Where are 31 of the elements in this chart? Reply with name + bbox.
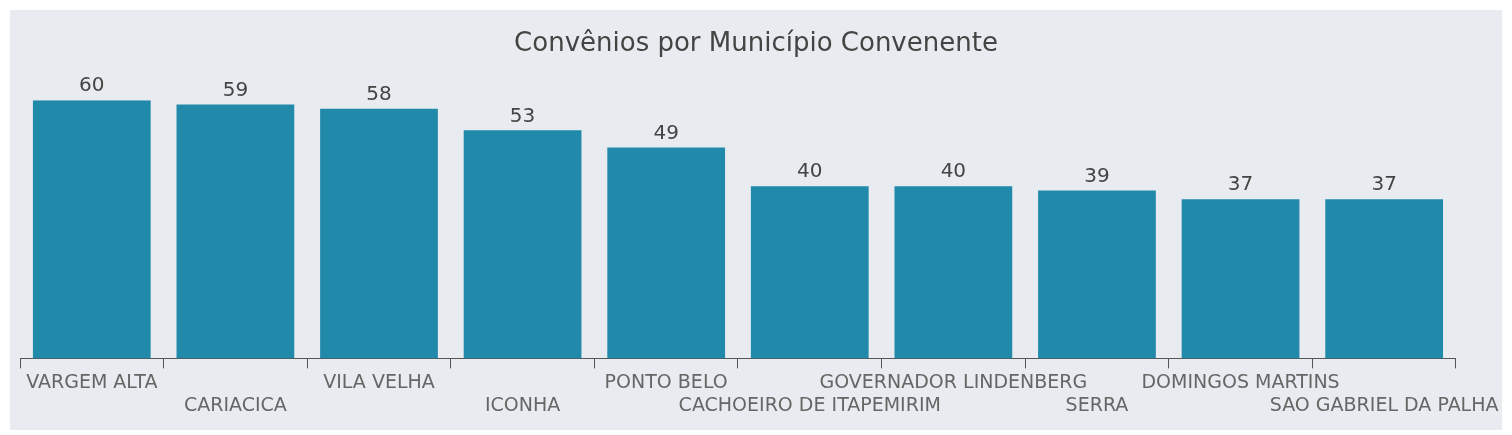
data-label: 37 bbox=[1227, 171, 1254, 196]
x-tick-label: SERRA bbox=[1065, 392, 1129, 415]
x-tick-label: PONTO BELO bbox=[604, 369, 728, 392]
x-tick-label: CARIACICA bbox=[183, 392, 287, 415]
x-tick-label: SAO GABRIEL DA PALHA bbox=[1269, 392, 1499, 415]
bar bbox=[1325, 199, 1444, 359]
bar bbox=[607, 147, 726, 359]
data-label: 39 bbox=[1084, 162, 1110, 187]
data-label: 37 bbox=[1371, 171, 1397, 196]
x-tick-label: GOVERNADOR LINDENBERG bbox=[819, 369, 1088, 392]
bar bbox=[320, 108, 438, 359]
bar bbox=[1038, 190, 1156, 359]
x-tick-label: DOMINGOS MARTINS bbox=[1141, 369, 1340, 392]
data-label: 58 bbox=[366, 81, 392, 106]
bar bbox=[894, 186, 1013, 359]
data-label: 60 bbox=[79, 72, 105, 97]
bar bbox=[750, 186, 869, 359]
data-label: 40 bbox=[940, 158, 967, 183]
x-tick-label: ICONHA bbox=[484, 392, 561, 415]
data-label: 53 bbox=[509, 102, 536, 127]
x-tick-label: VILA VELHA bbox=[323, 369, 435, 392]
data-label: 59 bbox=[222, 76, 249, 101]
x-tick-label: CACHOEIRO DE ITAPEMIRIM bbox=[678, 392, 941, 415]
bar bbox=[176, 104, 295, 359]
chart-title: Convênios por Município Convenente bbox=[514, 27, 998, 58]
bar bbox=[32, 100, 151, 359]
bar bbox=[463, 130, 582, 359]
bar bbox=[1181, 199, 1300, 359]
data-label: 40 bbox=[797, 158, 823, 183]
data-label: 49 bbox=[653, 119, 679, 144]
x-tick-label: VARGEM ALTA bbox=[26, 369, 158, 392]
